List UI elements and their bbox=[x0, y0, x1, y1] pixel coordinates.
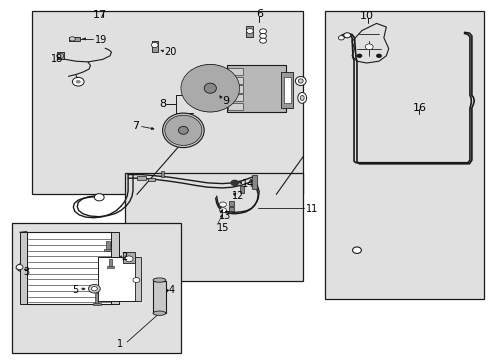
Ellipse shape bbox=[182, 65, 238, 112]
Bar bbox=[246, 26, 253, 37]
Text: 9: 9 bbox=[222, 96, 229, 106]
Ellipse shape bbox=[153, 278, 165, 282]
Bar bbox=[283, 77, 290, 103]
Bar bbox=[228, 201, 233, 206]
Circle shape bbox=[365, 44, 372, 50]
Text: 19: 19 bbox=[95, 35, 107, 45]
Bar bbox=[104, 249, 111, 251]
Bar bbox=[228, 85, 243, 93]
Circle shape bbox=[57, 53, 63, 58]
Bar bbox=[98, 257, 137, 301]
Circle shape bbox=[151, 42, 158, 48]
Ellipse shape bbox=[181, 64, 239, 112]
Text: 4: 4 bbox=[168, 285, 175, 295]
Text: 13: 13 bbox=[219, 211, 231, 221]
Bar bbox=[106, 241, 109, 250]
Ellipse shape bbox=[168, 118, 198, 142]
Bar bbox=[123, 252, 135, 263]
Ellipse shape bbox=[168, 118, 198, 143]
Bar bbox=[281, 72, 293, 108]
Text: 12: 12 bbox=[232, 191, 244, 201]
Circle shape bbox=[133, 278, 140, 283]
Bar bbox=[228, 77, 243, 84]
Bar bbox=[32, 11, 303, 194]
Bar bbox=[228, 68, 243, 75]
Bar bbox=[111, 232, 119, 304]
Circle shape bbox=[76, 80, 81, 84]
Bar bbox=[124, 173, 303, 281]
Text: 11: 11 bbox=[305, 204, 317, 214]
Ellipse shape bbox=[190, 72, 229, 104]
Ellipse shape bbox=[297, 93, 306, 103]
Bar bbox=[27, 232, 112, 304]
Circle shape bbox=[219, 202, 226, 207]
Text: 7: 7 bbox=[132, 121, 139, 131]
Bar bbox=[239, 186, 244, 193]
Ellipse shape bbox=[295, 77, 305, 86]
Bar bbox=[151, 41, 158, 52]
Bar bbox=[228, 207, 233, 211]
Circle shape bbox=[338, 36, 344, 40]
Bar bbox=[252, 175, 257, 189]
Bar bbox=[153, 281, 165, 313]
Bar bbox=[147, 178, 154, 181]
Text: 6: 6 bbox=[256, 9, 263, 19]
Text: 2: 2 bbox=[121, 252, 127, 262]
Text: 8: 8 bbox=[159, 99, 166, 109]
Bar bbox=[108, 259, 112, 267]
Text: 5: 5 bbox=[72, 285, 78, 295]
Ellipse shape bbox=[300, 95, 304, 100]
Bar bbox=[106, 266, 114, 268]
Text: 14: 14 bbox=[242, 179, 254, 189]
Bar bbox=[69, 37, 80, 41]
Circle shape bbox=[375, 54, 381, 58]
Circle shape bbox=[356, 54, 362, 58]
Circle shape bbox=[94, 194, 104, 201]
Bar bbox=[20, 232, 27, 304]
Circle shape bbox=[88, 284, 100, 293]
Circle shape bbox=[230, 180, 239, 186]
Bar bbox=[137, 176, 145, 180]
Text: 10: 10 bbox=[359, 11, 373, 21]
Text: 20: 20 bbox=[163, 47, 176, 57]
Circle shape bbox=[72, 77, 84, 86]
Bar bbox=[227, 65, 285, 112]
Circle shape bbox=[219, 208, 226, 213]
Text: 18: 18 bbox=[51, 54, 63, 64]
Bar bbox=[12, 223, 181, 353]
Ellipse shape bbox=[185, 68, 234, 108]
Ellipse shape bbox=[164, 115, 202, 145]
Bar bbox=[135, 257, 141, 301]
Bar bbox=[95, 293, 98, 304]
Ellipse shape bbox=[153, 311, 165, 315]
Circle shape bbox=[259, 29, 266, 34]
Bar bbox=[161, 171, 164, 177]
Ellipse shape bbox=[298, 79, 303, 83]
Circle shape bbox=[91, 287, 97, 291]
Circle shape bbox=[69, 37, 75, 41]
Bar bbox=[93, 303, 101, 305]
Ellipse shape bbox=[178, 126, 188, 134]
Circle shape bbox=[125, 256, 133, 262]
Text: 17: 17 bbox=[93, 10, 107, 20]
Ellipse shape bbox=[204, 83, 216, 93]
Bar bbox=[228, 103, 243, 110]
Text: 3: 3 bbox=[23, 267, 29, 277]
Circle shape bbox=[352, 247, 361, 253]
Bar bbox=[57, 52, 63, 59]
Circle shape bbox=[16, 265, 23, 270]
Ellipse shape bbox=[162, 113, 204, 148]
Ellipse shape bbox=[189, 71, 231, 105]
Circle shape bbox=[246, 28, 253, 33]
Circle shape bbox=[259, 33, 266, 39]
Bar bbox=[325, 11, 483, 299]
Text: 1: 1 bbox=[117, 339, 123, 349]
Text: 15: 15 bbox=[216, 223, 228, 233]
Circle shape bbox=[343, 33, 350, 38]
Circle shape bbox=[259, 38, 266, 43]
Bar bbox=[228, 94, 243, 101]
Text: 16: 16 bbox=[412, 103, 427, 113]
